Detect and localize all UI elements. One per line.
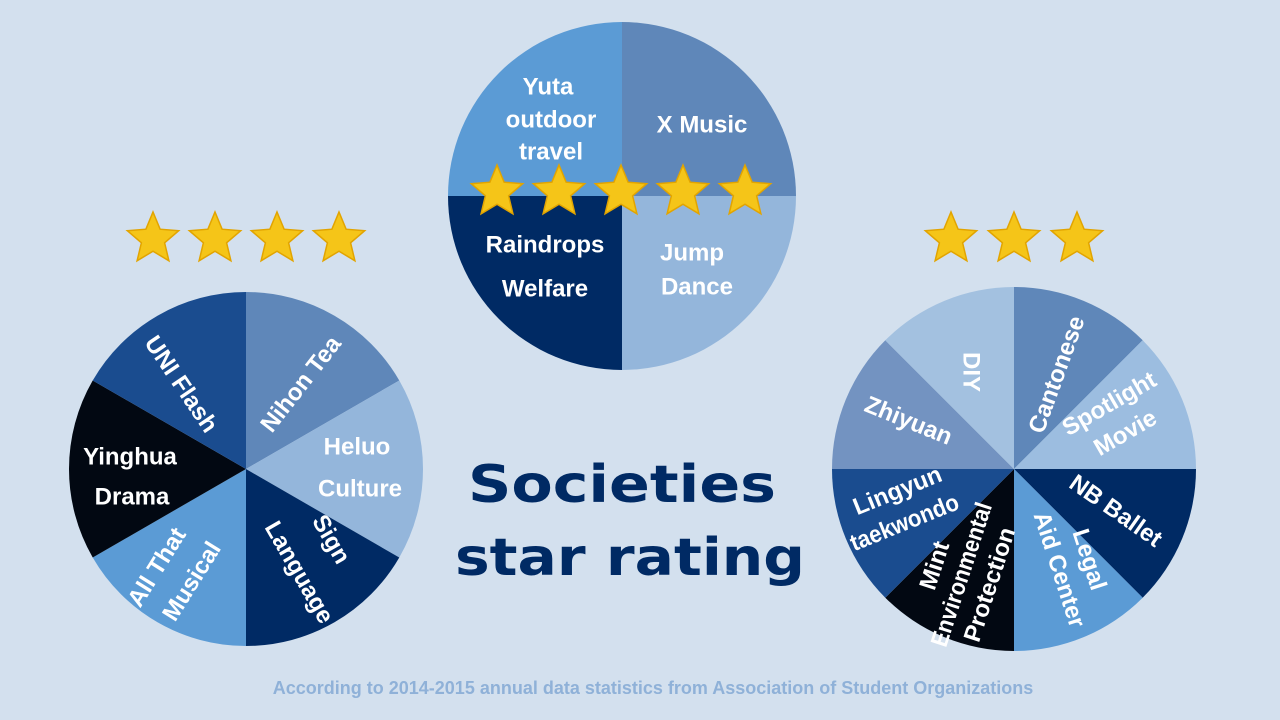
pie-chart-1: X Music Jump Dance Raindrops Welfare Yuta outd…: [448, 22, 796, 370]
pie-slice: [832, 469, 1014, 598]
pie-slice: [246, 380, 423, 558]
star-icon: [593, 163, 649, 216]
slice-label: Welfare: [502, 275, 588, 302]
pie-slice: [448, 196, 622, 370]
star-icon: [469, 163, 525, 216]
pie-slice: [622, 22, 796, 196]
slice-label: Raindrops: [486, 231, 605, 258]
star-icon: [923, 210, 979, 263]
slice-label: outdoor: [506, 106, 597, 133]
star-icon: [125, 210, 181, 263]
pie-slice: [622, 196, 796, 370]
pie-slice: [246, 469, 400, 646]
title-line-2: star rating: [455, 528, 805, 588]
pie-slice: [68, 380, 246, 558]
pie-slice: [1014, 469, 1143, 651]
slice-label: Yuta: [523, 73, 574, 100]
pie-slice: [1014, 469, 1196, 598]
slice-label: Yinghua: [83, 443, 177, 470]
star-rating-3: [923, 210, 1105, 263]
pie-slice: [885, 469, 1014, 651]
star-icon: [187, 210, 243, 263]
footer-source-note: According to 2014-2015 annual data stati…: [272, 678, 1034, 698]
pie-slice: [92, 469, 246, 646]
star-rating-1: [469, 163, 773, 216]
star-icon: [717, 163, 773, 216]
slice-label: DIY: [958, 352, 985, 392]
star-icon: [986, 210, 1042, 263]
star-rating-2: [125, 210, 367, 263]
pie-slice: [246, 292, 400, 469]
slice-label: Heluo: [324, 433, 391, 460]
pie-slice: [448, 22, 622, 196]
pie-slice: [92, 292, 246, 469]
star-icon: [249, 210, 305, 263]
star-icon: [311, 210, 367, 263]
pie-slice: [1014, 340, 1196, 469]
slice-label: Dance: [661, 273, 733, 300]
title-line-1: Societies: [468, 455, 776, 515]
slice-label: Drama: [95, 483, 170, 510]
pie-slice: [885, 287, 1014, 469]
slice-label: Jump: [660, 239, 724, 266]
star-icon: [531, 163, 587, 216]
star-icon: [655, 163, 711, 216]
slice-label: travel: [519, 138, 583, 165]
slice-label: Culture: [318, 475, 402, 502]
pie-slice: [832, 340, 1014, 469]
slice-label: X Music: [657, 111, 748, 138]
star-icon: [1049, 210, 1105, 263]
pie-slice: [1014, 287, 1143, 469]
